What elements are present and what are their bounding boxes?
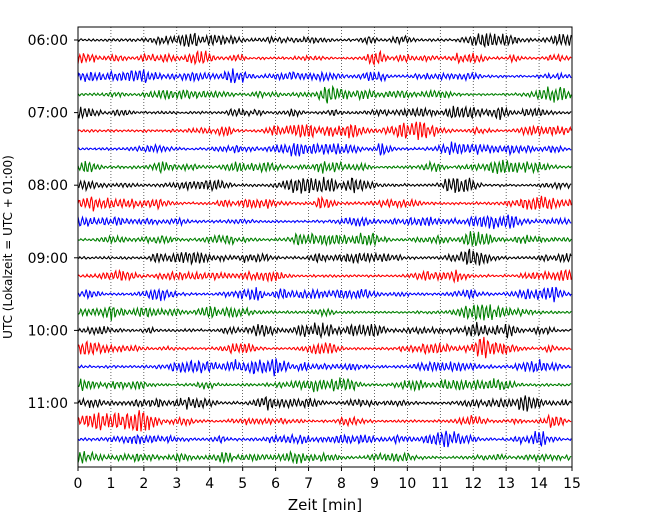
x-tick-label-11: 11 [431,476,449,492]
trace-line-9 [77,195,572,212]
x-tick-label-3: 3 [172,476,181,492]
trace-line-22 [77,430,572,448]
trace-line-18 [77,358,572,377]
trace-line-12 [77,248,572,266]
trace-line-13 [77,268,572,284]
trace-line-4 [77,104,572,121]
x-tick-label-4: 4 [205,476,214,492]
trace-line-11 [77,231,572,248]
y-tick-label-4: 10:00 [28,323,68,339]
y-axis-ticks: 06:00 07:00 08:00 09:00 10:00 11:00 [28,33,78,412]
trace-line-15 [77,304,572,322]
y-tick-label-1: 07:00 [28,106,68,122]
x-tick-label-5: 5 [238,476,247,492]
y-tick-label-3: 09:00 [28,251,68,267]
trace-line-5 [77,121,572,141]
y-tick-label-0: 06:00 [28,33,68,49]
trace-line-16 [77,321,572,340]
trace-line-7 [77,159,572,175]
trace-line-0 [77,32,572,49]
x-tick-label-0: 0 [74,476,83,492]
trace-line-21 [77,410,572,432]
x-tick-label-10: 10 [398,476,416,492]
trace-line-20 [77,395,572,412]
x-tick-label-12: 12 [464,476,482,492]
y-axis-label: UTC (Lokalzeit = UTC + 01:00) [1,155,15,339]
x-tick-label-1: 1 [106,476,115,492]
trace-line-17 [77,336,572,359]
y-tick-label-5: 11:00 [28,396,68,412]
trace-line-6 [77,141,572,157]
x-tick-label-15: 15 [563,476,581,492]
y-tick-label-2: 08:00 [28,178,68,194]
trace-line-19 [77,377,572,393]
trace-line-8 [77,176,572,194]
x-axis-label: Zeit [min] [288,496,362,514]
trace-line-2 [77,68,572,84]
trace-line-3 [77,84,572,104]
plot-frame [77,26,573,468]
x-tick-label-13: 13 [497,476,515,492]
x-tick-label-6: 6 [271,476,280,492]
x-tick-label-7: 7 [304,476,313,492]
plot-background [78,27,572,467]
seismic-traces [77,32,572,465]
trace-line-23 [77,449,572,465]
trace-line-14 [77,286,572,303]
trace-line-10 [77,214,572,230]
x-tick-label-14: 14 [530,476,548,492]
x-tick-label-2: 2 [139,476,148,492]
x-tick-label-9: 9 [370,476,379,492]
x-tick-label-8: 8 [337,476,346,492]
x-axis-ticks: 0 1 2 3 4 5 6 7 8 9 10 11 12 13 14 15 [74,467,581,492]
trace-line-1 [77,49,572,67]
